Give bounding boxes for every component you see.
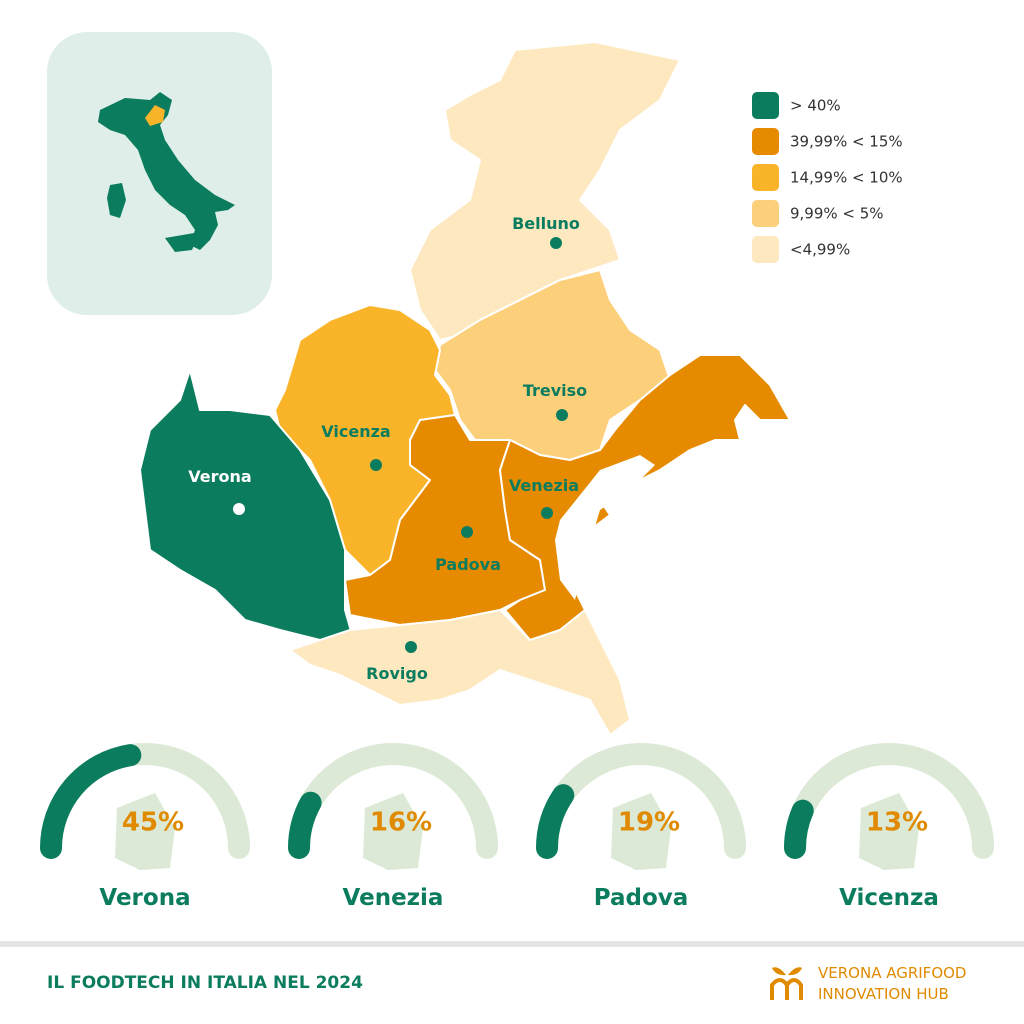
gauge-percent: 45% bbox=[122, 808, 184, 838]
region-label: Vicenza bbox=[321, 422, 390, 441]
gauge-name: Venezia bbox=[343, 885, 444, 911]
brand-logo bbox=[770, 967, 803, 1000]
footer-title: IL FOODTECH IN ITALIA NEL 2024 bbox=[47, 973, 363, 993]
gauge-value bbox=[536, 784, 575, 859]
city-dot bbox=[461, 526, 473, 538]
region-label: Treviso bbox=[523, 381, 587, 400]
legend-label: 14,99% < 10% bbox=[790, 169, 903, 187]
italy-mainland bbox=[98, 92, 235, 250]
city-dot bbox=[233, 503, 245, 515]
gauge-name: Padova bbox=[594, 885, 689, 911]
gauge-value bbox=[288, 791, 322, 859]
region-label: Venezia bbox=[509, 476, 579, 495]
region-shape bbox=[434, 269, 671, 461]
legend: > 40% 39,99% < 15% 14,99% < 10% 9,99% < 5% <… bbox=[752, 92, 903, 263]
city-dot bbox=[550, 237, 562, 249]
gauge-silhouette bbox=[115, 793, 175, 870]
brand-line: VERONA AGRIFOOD bbox=[818, 964, 966, 982]
gauge-value bbox=[40, 744, 142, 859]
sardinia bbox=[107, 183, 126, 218]
region-shape bbox=[289, 609, 631, 736]
city-dot bbox=[370, 459, 382, 471]
legend-swatch bbox=[752, 236, 779, 263]
gauge-name: Verona bbox=[99, 885, 190, 911]
region-label: Rovigo bbox=[366, 664, 428, 683]
veneto-map bbox=[139, 41, 791, 736]
region-labels: Belluno Treviso Vicenza Verona Padova Ve… bbox=[188, 214, 587, 683]
legend-swatch bbox=[752, 164, 779, 191]
city-dot bbox=[556, 409, 568, 421]
gauge-silhouette bbox=[859, 793, 919, 870]
brand-line: INNOVATION HUB bbox=[818, 985, 949, 1003]
gauge-percent: 13% bbox=[866, 808, 928, 838]
gauge-percent: 16% bbox=[370, 808, 432, 838]
gauge-silhouette bbox=[363, 793, 423, 870]
lagoon bbox=[555, 455, 655, 600]
veneto-highlight bbox=[145, 105, 165, 126]
region-label: Belluno bbox=[512, 214, 580, 233]
footer bbox=[0, 940, 1024, 1024]
legend-swatch bbox=[752, 128, 779, 155]
legend-label: > 40% bbox=[790, 97, 841, 115]
region-label: Verona bbox=[188, 467, 251, 486]
city-dot bbox=[541, 507, 553, 519]
legend-label: 39,99% < 15% bbox=[790, 133, 903, 151]
gauge-percent: 19% bbox=[618, 808, 680, 838]
legend-label: 9,99% < 5% bbox=[790, 205, 884, 223]
region-label: Padova bbox=[435, 555, 501, 574]
legend-swatch bbox=[752, 200, 779, 227]
italy-inset bbox=[98, 92, 235, 252]
legend-label: <4,99% bbox=[790, 241, 850, 259]
city-dot bbox=[405, 641, 417, 653]
gauge-name: Vicenza bbox=[839, 885, 939, 911]
gauge-value bbox=[784, 799, 814, 859]
sicily bbox=[165, 232, 200, 252]
gauges: 45% Verona 16% Venezia 19% Padova 13% Vicenza bbox=[40, 743, 994, 911]
legend-swatch bbox=[752, 92, 779, 119]
gauge-silhouette bbox=[611, 793, 671, 870]
